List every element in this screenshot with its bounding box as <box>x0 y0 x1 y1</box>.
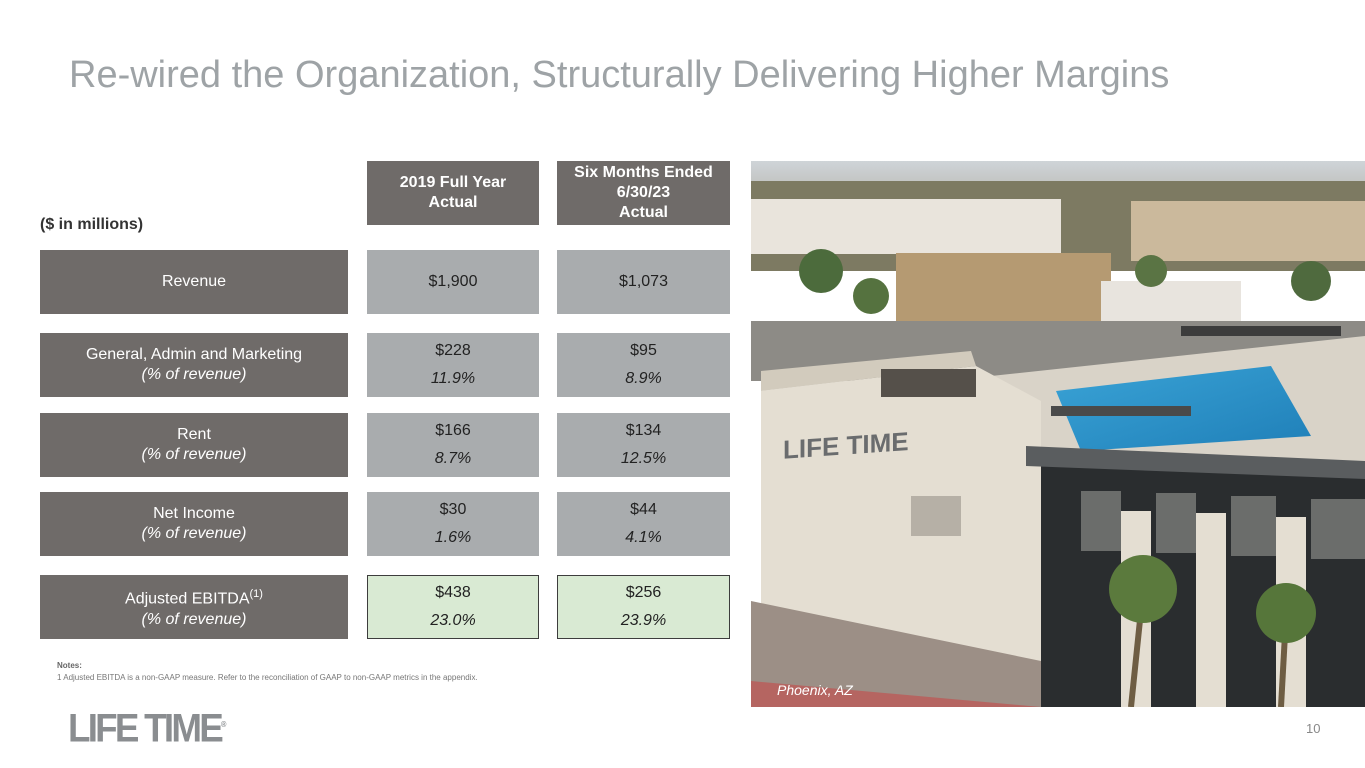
row-label-text: Revenue <box>161 273 227 290</box>
cell-revenue-2023: $1,073 <box>557 250 730 314</box>
column-header-2019: 2019 Full Year Actual <box>367 161 539 225</box>
cell-net-income-2023: $44 4.1% <box>557 492 730 556</box>
row-label-text: Rent <box>177 426 211 443</box>
cell-net-income-2019: $30 1.6% <box>367 492 539 556</box>
cell-value: $228 <box>435 342 471 359</box>
page-title: Re-wired the Organization, Structurally … <box>69 54 1170 96</box>
column-header-line: Actual <box>619 204 668 221</box>
column-header-line: Six Months Ended <box>574 164 713 181</box>
row-label-adjusted-ebitda: Adjusted EBITDA(1) (% of revenue) <box>40 575 348 639</box>
row-label-text: General, Admin and Marketing <box>85 346 303 363</box>
column-header-line: Actual <box>428 194 478 211</box>
notes-heading: Notes: <box>57 661 82 670</box>
cell-percent: 4.1% <box>625 529 662 546</box>
page-number: 10 <box>1306 721 1321 736</box>
club-photo: LIFE TIME <box>751 161 1365 707</box>
cell-rent-2019: $166 8.7% <box>367 413 539 477</box>
units-label: ($ in millions) <box>40 216 144 233</box>
cell-value: $30 <box>439 501 467 518</box>
logo-text: LIFE TIME <box>68 706 224 751</box>
row-label-sub: (% of revenue) <box>141 610 247 628</box>
row-label-net-income: Net Income (% of revenue) <box>40 492 348 556</box>
cell-percent: 1.6% <box>434 529 472 546</box>
cell-percent: 23.9% <box>620 612 667 629</box>
cell-percent: 8.7% <box>434 450 472 467</box>
registered-mark: ® <box>221 720 227 729</box>
photo-caption: Phoenix, AZ <box>777 682 853 698</box>
footnotes: Notes: 1 Adjusted EBITDA is a non-GAAP m… <box>57 660 478 684</box>
cell-percent: 11.9% <box>430 370 476 387</box>
row-label-sub: (% of revenue) <box>141 446 247 463</box>
cell-rent-2023: $134 12.5% <box>557 413 730 477</box>
column-header-six-months: Six Months Ended 6/30/23 Actual <box>557 161 730 225</box>
cell-value: $438 <box>435 584 471 601</box>
row-label-text: Net Income <box>153 505 235 522</box>
row-label-sub: (% of revenue) <box>141 525 247 542</box>
cell-value: $95 <box>630 342 657 359</box>
cell-gam-2019: $228 11.9% <box>367 333 539 397</box>
row-label-sub: (% of revenue) <box>141 366 247 383</box>
cell-value: $256 <box>625 584 662 601</box>
row-label-gam: General, Admin and Marketing (% of reven… <box>40 333 348 397</box>
cell-gam-2023: $95 8.9% <box>557 333 730 397</box>
cell-percent: 12.5% <box>620 450 667 467</box>
column-header-line: 6/30/23 <box>616 184 671 201</box>
footnote-marker: (1) <box>249 588 263 601</box>
row-label-rent: Rent (% of revenue) <box>40 413 348 477</box>
cell-value: $44 <box>630 501 657 518</box>
cell-revenue-2019: $1,900 <box>367 250 539 314</box>
club-photo-illustration: LIFE TIME <box>751 161 1365 707</box>
column-header-line: 2019 Full Year <box>399 174 507 191</box>
cell-ebitda-2023: $256 23.9% <box>557 575 730 639</box>
cell-value: $166 <box>435 422 471 439</box>
row-label-revenue: Revenue <box>40 250 348 314</box>
cell-value: $1,073 <box>619 273 668 290</box>
cell-ebitda-2019: $438 23.0% <box>367 575 539 639</box>
note-item: 1 Adjusted EBITDA is a non-GAAP measure.… <box>57 673 478 682</box>
company-logo: LIFE TIME® <box>68 705 226 748</box>
row-label-text: Adjusted EBITDA <box>125 590 250 608</box>
cell-percent: 23.0% <box>430 612 476 629</box>
row-label-text-wrap: Adjusted EBITDA(1) <box>125 584 263 609</box>
cell-value: $1,900 <box>428 273 478 290</box>
cell-value: $134 <box>625 422 662 439</box>
cell-percent: 8.9% <box>625 370 662 387</box>
